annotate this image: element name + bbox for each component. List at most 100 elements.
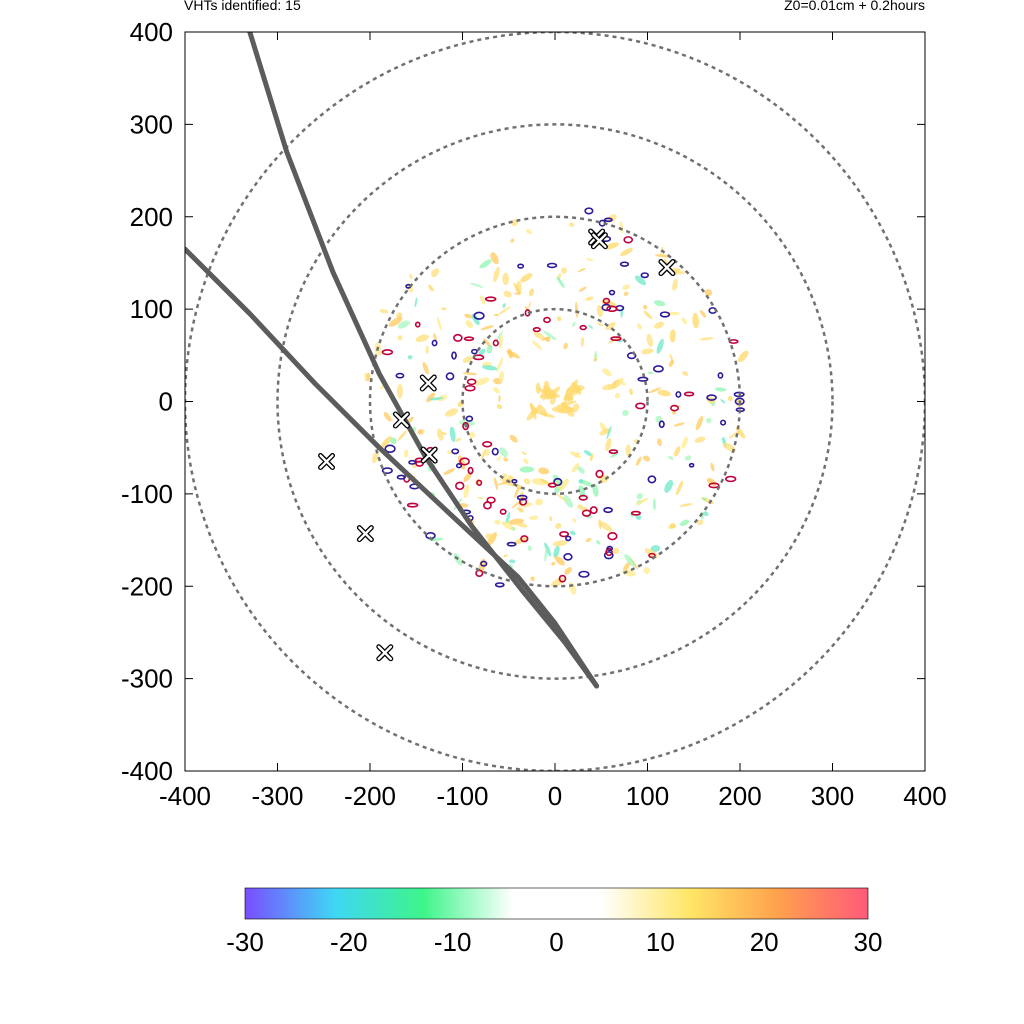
field-cell	[379, 309, 389, 314]
field-cell	[502, 272, 509, 286]
range-ring	[461, 307, 649, 496]
field-cell	[634, 275, 646, 286]
vht-contour	[471, 348, 478, 355]
field-cell	[613, 547, 620, 555]
field-cell	[699, 310, 707, 318]
field-cell	[604, 242, 619, 250]
vht-contour	[559, 531, 570, 538]
vht-contour	[653, 365, 664, 373]
vht-contour	[463, 336, 475, 342]
field-cell	[635, 514, 642, 520]
field-cell	[397, 430, 408, 442]
field-cell	[623, 562, 631, 571]
x-tick-label: 100	[626, 781, 669, 811]
field-cell	[656, 338, 664, 354]
field-cell	[685, 455, 692, 461]
vht-markers	[318, 228, 676, 662]
colorbar-tick-label: -30	[226, 927, 264, 957]
vht-contour	[608, 449, 619, 455]
field-cell	[680, 519, 690, 527]
field-cell	[578, 478, 584, 484]
field-cell	[486, 344, 493, 354]
vht-contour	[451, 351, 457, 360]
field-cell	[657, 389, 671, 397]
field-cell	[479, 259, 492, 269]
field-cell	[543, 330, 557, 341]
field-cell	[615, 377, 624, 387]
field-cell	[643, 304, 648, 310]
field-cell	[480, 295, 486, 305]
vht-contour	[606, 545, 614, 552]
vht-contour	[626, 352, 637, 360]
vht-contour	[384, 444, 396, 453]
field-cell	[643, 310, 653, 320]
x-tick-label: -300	[251, 781, 303, 811]
core-cell	[561, 401, 568, 410]
axis-ticks: -400 -300 -200 -100 0 100 200 300 400 400 300 200 10…	[121, 17, 947, 811]
field-cell	[509, 559, 516, 564]
field-cell	[505, 511, 511, 524]
field-cell	[692, 312, 700, 329]
field-cell	[668, 359, 674, 368]
field-cell	[528, 301, 532, 309]
vht-contour	[603, 217, 613, 223]
vht-contour	[395, 372, 405, 379]
field-cell	[560, 267, 567, 274]
field-cell	[493, 477, 499, 491]
field-cell	[441, 307, 447, 311]
storm-tracks	[185, 32, 600, 689]
field-cell	[655, 254, 670, 258]
field-cell	[449, 426, 456, 443]
vht-contour	[558, 574, 567, 583]
field-cell	[532, 340, 542, 350]
core-cell	[564, 379, 579, 400]
field-cell	[737, 350, 749, 363]
field-cell	[589, 453, 594, 462]
field-cell	[622, 284, 630, 291]
x-tick-label: -200	[344, 781, 396, 811]
vht-marker	[590, 232, 608, 250]
field-cell	[623, 291, 629, 297]
field-cell	[564, 567, 573, 575]
field-cell	[493, 313, 500, 317]
field-cell	[414, 297, 418, 308]
field-cell	[600, 521, 613, 532]
field-cell	[555, 523, 562, 529]
field-cell	[624, 554, 635, 567]
vht-contour	[647, 475, 657, 484]
field-cell	[422, 361, 429, 375]
core-cell	[557, 407, 567, 414]
field-cell	[706, 478, 717, 487]
vht-contour	[717, 372, 724, 379]
field-cell	[614, 392, 621, 399]
field-cell	[563, 342, 568, 350]
field-cell	[571, 463, 580, 473]
field-cell	[701, 496, 714, 505]
field-cell	[469, 282, 484, 288]
field-cell	[365, 372, 371, 382]
field-cell	[477, 496, 484, 500]
field-cell	[714, 387, 727, 392]
field-cell	[503, 290, 512, 298]
vht-contour	[547, 482, 557, 488]
field-cell	[720, 399, 726, 404]
colorbar-tick-label: 10	[646, 927, 675, 957]
field-cell	[463, 472, 472, 482]
field-cell	[506, 350, 520, 359]
vht-contour	[408, 459, 417, 465]
field-cell	[498, 394, 501, 403]
field-cell	[664, 479, 674, 493]
field-cell	[619, 221, 624, 234]
field-cell	[669, 329, 676, 343]
field-cell	[653, 498, 656, 511]
field-cell	[478, 348, 486, 356]
field-cell	[679, 503, 693, 507]
vht-count-label: VHTs identified: 15	[184, 0, 301, 13]
field-cell	[498, 334, 503, 349]
field-cell	[668, 455, 674, 460]
field-cell	[517, 507, 524, 513]
vht-contour	[516, 494, 528, 501]
core-cell	[537, 404, 548, 417]
field-cell	[515, 522, 528, 528]
